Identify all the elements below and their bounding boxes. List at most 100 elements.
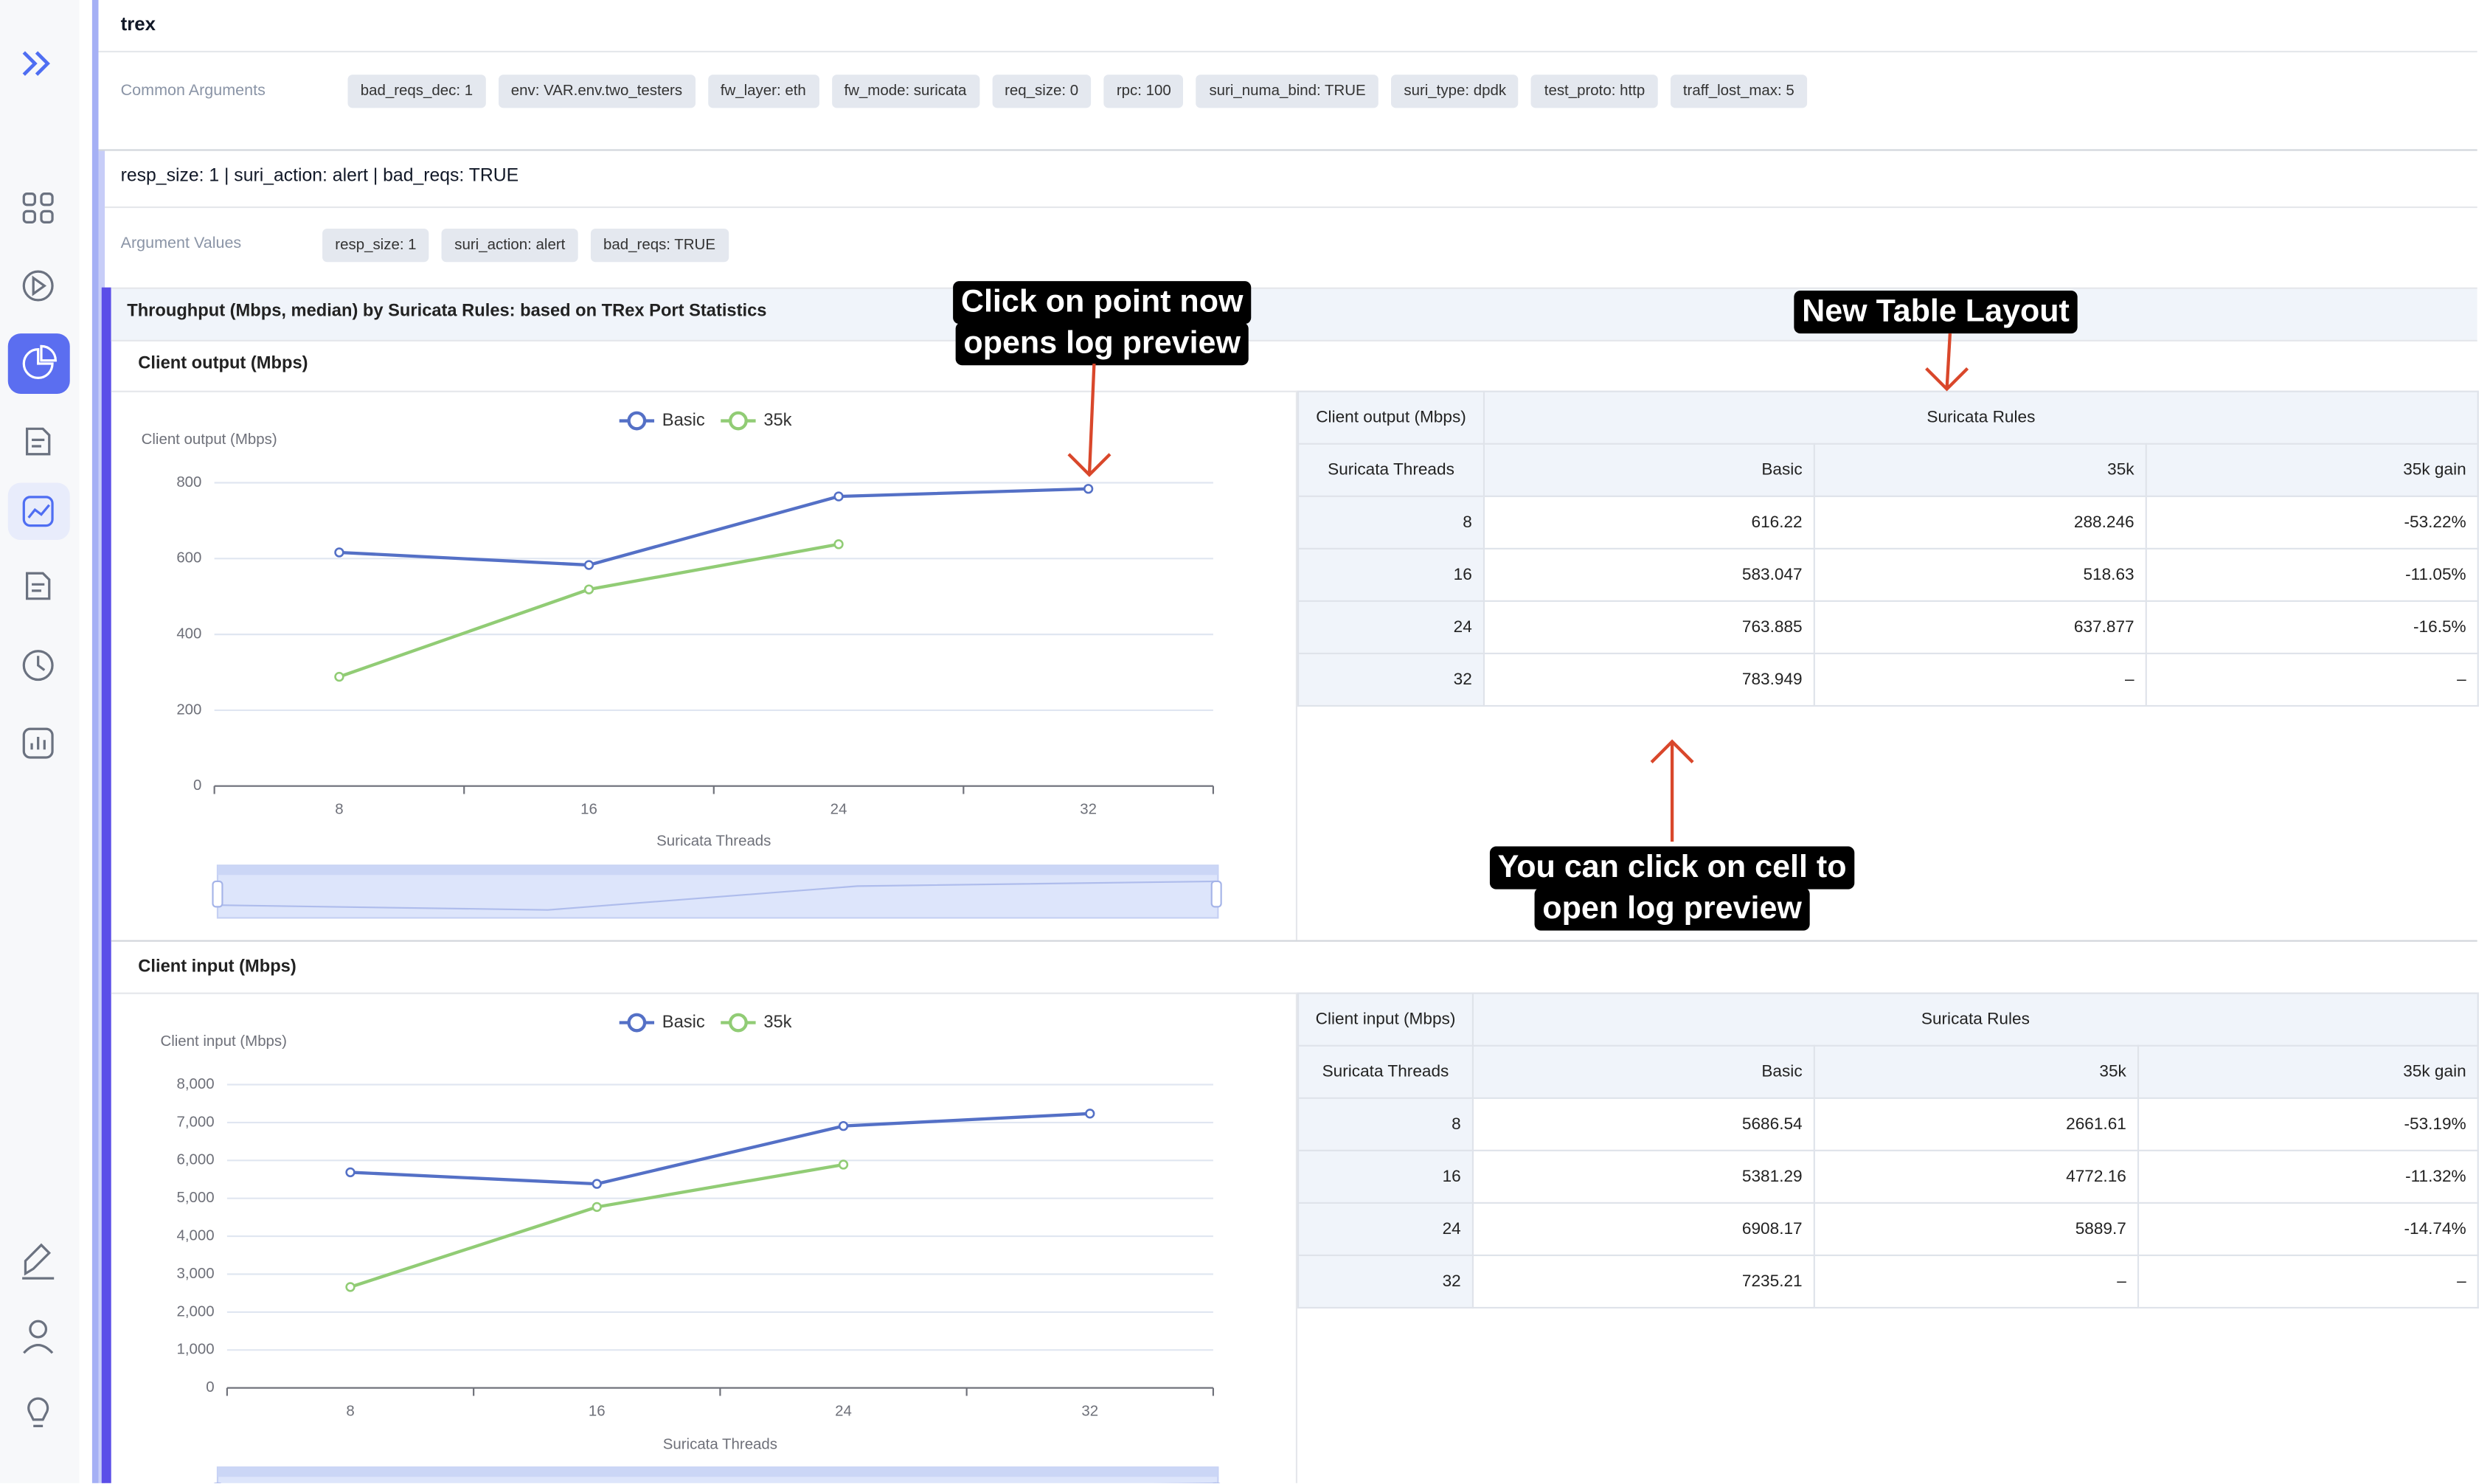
table-cell[interactable]: 5381.29 bbox=[1471, 1149, 1815, 1204]
x-tick-label: 32 bbox=[1080, 800, 1097, 817]
legend-label: Basic bbox=[662, 1013, 705, 1032]
y-tick-label: 6,000 bbox=[176, 1151, 214, 1168]
table-cell[interactable]: – bbox=[2145, 652, 2479, 707]
chip: rpc: 100 bbox=[1103, 74, 1184, 108]
section-title: Throughput (Mbps, median) by Suricata Ru… bbox=[127, 302, 767, 321]
column-header: 35k bbox=[1813, 1044, 2140, 1099]
table-row: 16 583.047 518.63 -11.05% bbox=[1297, 547, 2479, 602]
data-point[interactable] bbox=[592, 1179, 602, 1189]
row-header: 32 bbox=[1297, 652, 1485, 707]
table-row: 24 763.885 637.877 -16.5% bbox=[1297, 600, 2479, 655]
chip: traff_lost_max: 5 bbox=[1670, 74, 1807, 108]
y-axis-label: Client input (Mbps) bbox=[160, 1033, 287, 1050]
y-tick-label: 0 bbox=[206, 1379, 214, 1395]
y-axis-label: Client output (Mbps) bbox=[142, 431, 277, 448]
table-cell[interactable]: 288.246 bbox=[1813, 495, 2147, 549]
legend-label: 35k bbox=[763, 411, 791, 430]
chip: fw_mode: suricata bbox=[831, 74, 979, 108]
column-header: 35k gain bbox=[2137, 1044, 2479, 1099]
table-cell[interactable]: 763.885 bbox=[1482, 600, 1815, 655]
chip: env: VAR.env.two_testers bbox=[498, 74, 696, 108]
table-cell[interactable]: -53.22% bbox=[2145, 495, 2479, 549]
table-cell[interactable]: 637.877 bbox=[1813, 600, 2147, 655]
chip: suri_numa_bind: TRUE bbox=[1196, 74, 1378, 108]
data-point[interactable] bbox=[838, 1120, 849, 1131]
data-point[interactable] bbox=[833, 491, 844, 502]
table-cell[interactable]: 2661.61 bbox=[1813, 1097, 2140, 1151]
x-tick-label: 24 bbox=[830, 800, 847, 817]
table-cell[interactable]: 583.047 bbox=[1482, 547, 1815, 602]
chart-title: Client input (Mbps) bbox=[138, 957, 296, 977]
zoom-handle bbox=[212, 880, 223, 908]
chip: suri_type: dpdk bbox=[1391, 74, 1519, 108]
table-cell[interactable]: – bbox=[2137, 1254, 2479, 1309]
header-row: Suricata Threads bbox=[1297, 1044, 2478, 1099]
row-header: 8 bbox=[1297, 1097, 1474, 1151]
y-tick-label: 2,000 bbox=[176, 1303, 214, 1320]
y-tick-label: 200 bbox=[176, 701, 201, 718]
row-header: 24 bbox=[1297, 600, 1485, 655]
x-axis-title: Suricata Threads bbox=[656, 832, 771, 849]
chip: bad_reqs_dec: 1 bbox=[347, 74, 486, 108]
x-axis-title: Suricata Threads bbox=[663, 1436, 777, 1453]
table-cell[interactable]: -11.05% bbox=[2145, 547, 2479, 602]
y-tick-label: 3,000 bbox=[176, 1265, 214, 1282]
table-row: 32 783.949– – bbox=[1297, 652, 2479, 707]
annotation-arrow bbox=[1087, 363, 1096, 475]
chip: fw_layer: eth bbox=[707, 74, 819, 108]
legend-marker bbox=[728, 1013, 748, 1033]
annotation-text: You can click on cell to bbox=[1498, 849, 1847, 884]
table-cell[interactable]: – bbox=[1813, 652, 2147, 707]
header-row: Client input (Mbps) Suricata Rules bbox=[1297, 992, 2479, 1047]
annotation-text: open log preview bbox=[1542, 890, 1802, 926]
table-cell[interactable]: -16.5% bbox=[2145, 600, 2479, 655]
table-cell[interactable]: -53.19% bbox=[2137, 1097, 2479, 1151]
sidebar bbox=[0, 0, 80, 1483]
table-cell[interactable]: 4772.16 bbox=[1813, 1149, 2140, 1204]
row-header-title: Suricata Threads bbox=[1297, 443, 1485, 497]
chip: test_proto: http bbox=[1531, 74, 1658, 108]
data-table: Client input (Mbps) Suricata Rules Basic 35… bbox=[1297, 992, 2479, 1309]
table-cell[interactable]: – bbox=[1813, 1254, 2140, 1309]
data-point[interactable] bbox=[334, 671, 344, 682]
table-cell[interactable]: 6908.17 bbox=[1471, 1202, 1815, 1257]
legend-marker bbox=[627, 411, 647, 431]
table-cell[interactable]: 616.22 bbox=[1482, 495, 1815, 549]
row-header: 24 bbox=[1297, 1202, 1474, 1257]
series-line bbox=[339, 487, 1089, 567]
data-point[interactable] bbox=[345, 1282, 356, 1292]
x-tick-label: 16 bbox=[589, 1402, 606, 1419]
table-cell[interactable]: 518.63 bbox=[1813, 547, 2147, 602]
data-point[interactable] bbox=[583, 560, 594, 570]
x-tick-label: 16 bbox=[580, 800, 597, 817]
legend-marker bbox=[627, 1013, 647, 1033]
data-point[interactable] bbox=[838, 1159, 849, 1170]
annotation-arrowhead bbox=[1650, 739, 1694, 763]
data-point[interactable] bbox=[592, 1202, 602, 1213]
data-point[interactable] bbox=[1083, 484, 1094, 494]
table-cell[interactable]: -11.32% bbox=[2137, 1149, 2479, 1204]
legend-marker bbox=[728, 411, 748, 431]
series-line bbox=[350, 1112, 1090, 1186]
row-header: 32 bbox=[1297, 1254, 1474, 1309]
data-point[interactable] bbox=[345, 1167, 356, 1178]
table-cell[interactable]: 5889.7 bbox=[1813, 1202, 2140, 1257]
annotation-text: opens log preview bbox=[963, 325, 1241, 361]
chip: resp_size: 1 bbox=[322, 229, 429, 263]
table-cell[interactable]: 783.949 bbox=[1482, 652, 1815, 707]
table-cell[interactable]: -14.74% bbox=[2137, 1202, 2479, 1257]
common-args: bad_reqs_dec: 1 env: VAR.env.two_testers f… bbox=[347, 74, 1807, 108]
data-point[interactable] bbox=[334, 547, 344, 558]
table-cell[interactable]: 7235.21 bbox=[1471, 1254, 1815, 1309]
chart-title: Client output (Mbps) bbox=[138, 354, 308, 373]
corner-header: Client input (Mbps) bbox=[1297, 992, 1474, 1047]
table-cell[interactable]: 5686.54 bbox=[1471, 1097, 1815, 1151]
data-point[interactable] bbox=[1085, 1109, 1095, 1119]
table-row: 24 6908.17 5889.7 -14.74% bbox=[1297, 1202, 2479, 1257]
y-tick-label: 1,000 bbox=[176, 1341, 214, 1358]
data-point[interactable] bbox=[583, 584, 594, 594]
data-point[interactable] bbox=[833, 539, 844, 549]
argument-values: resp_size: 1 suri_action: alert bad_reqs: … bbox=[322, 229, 729, 263]
x-tick-label: 8 bbox=[346, 1402, 354, 1419]
row-header: 16 bbox=[1297, 547, 1485, 602]
